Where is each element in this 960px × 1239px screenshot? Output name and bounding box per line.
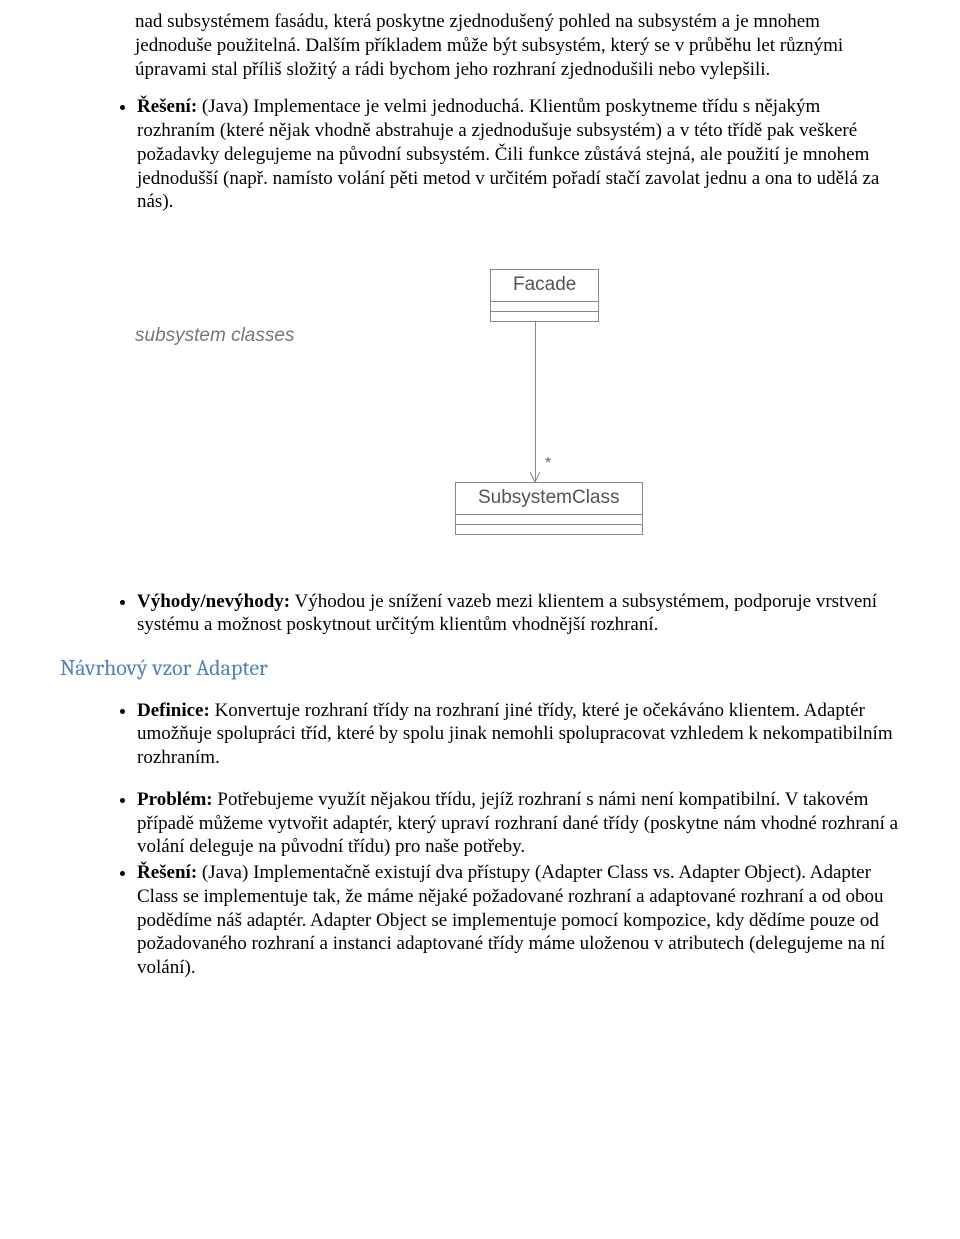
reseni-label: Řešení: xyxy=(137,96,197,117)
association-line: * xyxy=(535,322,536,482)
vyhody-label: Výhody/nevýhody: xyxy=(137,591,290,612)
adapter-prob-item: Problém: Potřebujeme využít nějakou tříd… xyxy=(137,788,900,859)
reseni-item: Řešení: (Java) Implementace je velmi jed… xyxy=(137,95,900,214)
subsystemclass-name: SubsystemClass xyxy=(456,483,642,515)
intro-continuation: nad subsystémem fasádu, která poskytne z… xyxy=(135,10,900,81)
adapter-heading: Návrhový vzor Adapter xyxy=(60,655,900,683)
facade-class-name: Facade xyxy=(491,270,598,302)
vyhody-item: Výhody/nevýhody: Výhodou je snížení vaze… xyxy=(137,590,900,638)
adapter-res-label: Řešení: xyxy=(137,862,197,883)
subsystemclass-box: SubsystemClass xyxy=(455,482,643,535)
multiplicity-label: * xyxy=(545,454,551,474)
reseni-text: (Java) Implementace je velmi jednoduchá.… xyxy=(137,96,879,212)
adapter-prob-label: Problém: xyxy=(137,789,213,810)
vyhody-list: Výhody/nevýhody: Výhodou je snížení vaze… xyxy=(95,590,900,638)
facade-class-box: Facade xyxy=(490,269,599,322)
adapter-def-item: Definice: Konvertuje rozhraní třídy na r… xyxy=(137,699,900,770)
intro-list: Řešení: (Java) Implementace je velmi jed… xyxy=(95,95,900,214)
subsystem-classes-label: subsystem classes xyxy=(135,325,294,346)
adapter-def-label: Definice: xyxy=(137,700,210,721)
adapter-def-text: Konvertuje rozhraní třídy na rozhraní ji… xyxy=(137,700,893,769)
adapter-def-list: Definice: Konvertuje rozhraní třídy na r… xyxy=(95,699,900,770)
uml-diagram: subsystem classes Facade * SubsystemClas… xyxy=(135,269,900,535)
adapter-prob-text: Potřebujeme využít nějakou třídu, jejíž … xyxy=(137,789,898,858)
adapter-res-item: Řešení: (Java) Implementačně existují dv… xyxy=(137,861,900,980)
adapter-prob-list: Problém: Potřebujeme využít nějakou tříd… xyxy=(95,788,900,980)
adapter-res-text: (Java) Implementačně existují dva přístu… xyxy=(137,862,885,978)
